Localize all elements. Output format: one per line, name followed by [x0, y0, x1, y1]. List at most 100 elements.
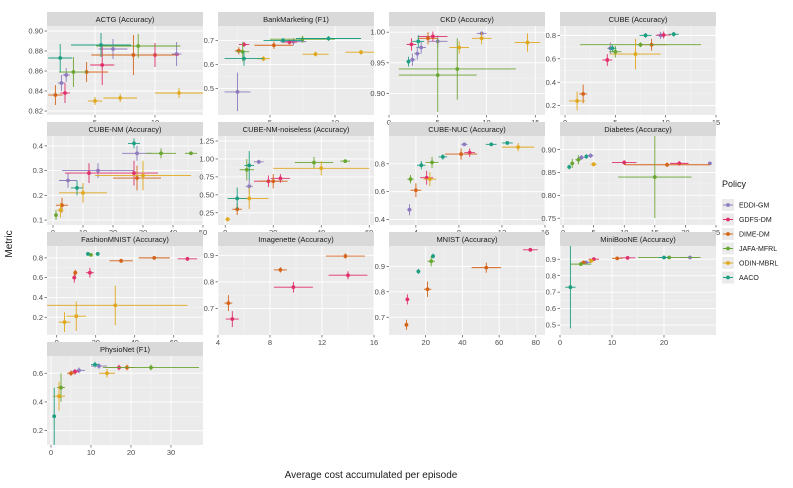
marker — [100, 63, 105, 67]
point-dime-dm — [67, 370, 75, 377]
x-tick-label: 0 — [558, 338, 562, 347]
data-points — [569, 31, 701, 111]
marker — [69, 371, 73, 376]
x-tick-label: 12 — [318, 338, 326, 347]
point-gdfs-dm — [72, 272, 77, 283]
point-aaco — [296, 36, 361, 41]
marker — [575, 99, 580, 103]
point-gdfs-dm — [602, 54, 613, 66]
data-points — [225, 151, 370, 222]
y-tick-label: 0.90 — [541, 145, 556, 154]
marker — [584, 154, 589, 159]
marker — [119, 258, 123, 263]
y-tick-label: 0.90 — [28, 27, 43, 36]
point-odin-mbrl — [449, 41, 469, 54]
marker — [319, 166, 324, 171]
marker — [430, 34, 435, 39]
point-dime-dm — [325, 253, 365, 259]
point-odin-mbrl — [514, 33, 541, 52]
point-gdfs-dm — [225, 311, 239, 328]
y-tick-label: 0.4 — [375, 215, 385, 224]
point-gdfs-dm — [90, 45, 115, 85]
y-tick-label: 0.3 — [33, 166, 43, 175]
point-gdfs-dm — [60, 83, 70, 103]
point-jafa-mfrl — [427, 256, 435, 267]
gridlines — [218, 136, 374, 225]
point-dime-dm — [624, 162, 710, 168]
marker — [225, 217, 230, 222]
marker — [132, 171, 136, 175]
marker — [278, 176, 283, 181]
x-tick-label: 8 — [268, 338, 272, 347]
panel-strip — [47, 12, 203, 26]
point-aaco — [128, 138, 140, 149]
point-odin-mbrl — [610, 38, 661, 70]
data-points — [398, 31, 541, 112]
point-odin-mbrl — [225, 217, 230, 222]
y-tick-label: 0.2 — [33, 426, 43, 435]
marker — [149, 365, 153, 370]
point-aaco — [485, 142, 497, 147]
y-tick-label: 0.6 — [546, 54, 556, 63]
point-aaco — [438, 154, 448, 160]
marker — [159, 151, 163, 156]
marker — [661, 33, 666, 37]
point-aaco — [95, 252, 100, 256]
point-dime-dm — [224, 295, 233, 312]
point-aaco — [48, 44, 73, 72]
marker — [435, 73, 440, 78]
marker — [440, 154, 445, 159]
marker — [95, 252, 100, 256]
legend-item-jafa-mfrl: JAFA-MFRL — [722, 242, 777, 255]
y-tick-label: 0.5 — [546, 321, 556, 330]
point-jafa-mfrl — [398, 38, 516, 100]
point-eddi-gm — [62, 68, 70, 82]
marker — [313, 52, 318, 57]
y-tick-label: 0.4 — [546, 78, 556, 87]
y-tick-label: 0.86 — [28, 67, 43, 76]
marker — [235, 90, 240, 94]
plot-background — [47, 356, 203, 445]
point-odin-mbrl — [471, 32, 492, 45]
plot-background — [560, 136, 716, 225]
y-tick-label: 0.1 — [33, 216, 43, 225]
y-tick-label: 1.25 — [199, 137, 214, 146]
panel-imagenette-accuracy: Imagenette (Accuracy) 4 8 12 16 0.7 0.8 0.9 — [204, 232, 378, 347]
point-aaco — [567, 164, 572, 170]
point-odin-mbrl — [273, 161, 370, 176]
point-jafa-mfrl — [294, 156, 334, 169]
gridlines — [560, 136, 717, 225]
point-dime-dm — [273, 267, 287, 273]
marker — [72, 275, 77, 280]
point-aaco — [565, 246, 576, 329]
marker — [591, 162, 596, 167]
panel-title: MNIST (Accuracy) — [436, 235, 498, 244]
point-aaco — [71, 33, 131, 57]
marker — [567, 165, 572, 169]
y-tick-label: 0.8 — [546, 31, 556, 40]
marker — [256, 159, 261, 164]
marker — [132, 141, 136, 146]
data-points — [52, 361, 199, 445]
point-dime-dm — [258, 174, 288, 189]
point-gdfs-dm — [65, 163, 113, 183]
y-tick-label: 0.80 — [541, 191, 556, 200]
y-tick-label: 0.2 — [546, 101, 556, 110]
marker — [479, 36, 484, 41]
data-points — [47, 252, 198, 333]
point-eddi-gm — [91, 363, 107, 369]
x-tick-label: 60 — [495, 338, 503, 347]
marker — [247, 184, 252, 189]
y-tick-label: 0.5 — [204, 84, 214, 93]
marker — [427, 177, 432, 182]
marker — [278, 268, 283, 272]
y-tick-label: 0.9 — [375, 262, 385, 271]
point-aaco — [416, 161, 426, 170]
point-dime-dm — [444, 148, 478, 160]
point-eddi-gm — [461, 142, 468, 147]
point-odin-mbrl — [103, 94, 137, 102]
marker — [568, 285, 573, 290]
x-tick-label: 80 — [532, 338, 540, 347]
panel-title: ACTG (Accuracy) — [96, 15, 155, 24]
point-dime-dm — [73, 269, 78, 276]
